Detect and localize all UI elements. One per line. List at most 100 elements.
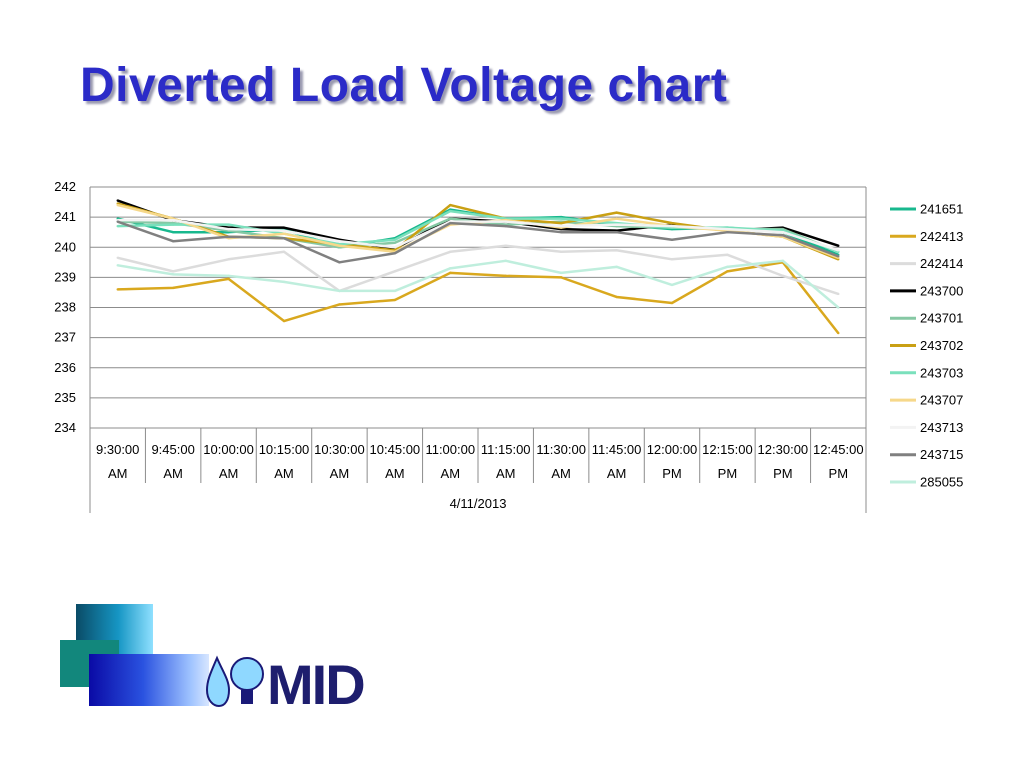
data-point-243702	[449, 203, 452, 207]
legend: 241651 242413 242414 243700 243701 243702 2437…	[890, 202, 963, 490]
series-line-243713	[117, 218, 839, 252]
data-point-242414	[837, 292, 840, 296]
data-point-285055	[670, 283, 674, 287]
data-point-243713	[227, 227, 230, 231]
data-point-243713	[559, 224, 563, 228]
data-point-243713	[282, 229, 286, 232]
data-point-285055	[504, 259, 507, 263]
series-line-243715	[117, 220, 839, 264]
data-point-241651	[171, 230, 175, 234]
data-point-242413	[282, 319, 286, 323]
x-tick-label-time: 10:30:00	[314, 442, 365, 457]
data-point-242413	[837, 331, 840, 335]
data-point-243715	[338, 261, 341, 264]
y-tick-label: 240	[54, 239, 76, 254]
series-line-285055	[117, 259, 840, 309]
data-point-242413	[338, 303, 341, 306]
data-point-243703	[116, 224, 119, 228]
x-tick-label-time: 10:15:00	[259, 442, 310, 457]
data-point-243713	[338, 240, 341, 243]
x-tick-label-time: 9:45:00	[151, 442, 194, 457]
data-point-243703	[559, 217, 563, 220]
data-point-243703	[227, 223, 230, 226]
data-point-243702	[615, 211, 618, 214]
data-point-243703	[449, 209, 452, 213]
legend-label-241651: 241651	[920, 202, 963, 217]
y-tick-label: 241	[54, 209, 76, 224]
x-tick-label-time: 11:00:00	[425, 442, 475, 457]
data-point-243713	[393, 246, 397, 249]
x-tick-label-time: 12:30:00	[758, 442, 809, 457]
y-tick-label: 237	[54, 330, 76, 345]
data-point-242413	[726, 270, 729, 273]
data-point-243715	[282, 237, 286, 240]
data-point-243715	[781, 234, 785, 237]
series-lines	[116, 199, 840, 335]
y-tick-label: 234	[54, 420, 76, 435]
data-point-243713	[726, 227, 729, 231]
data-point-285055	[338, 289, 341, 293]
data-point-242414	[504, 244, 507, 247]
data-point-242414	[227, 258, 230, 261]
x-tick-label-ampm: PM	[718, 466, 738, 481]
x-tick-label-time: 12:00:00	[647, 442, 698, 457]
data-point-243700	[116, 199, 119, 202]
light-bulb-icon	[230, 657, 264, 691]
data-point-285055	[116, 264, 119, 267]
data-point-243713	[615, 223, 618, 226]
x-group-label: 4/11/2013	[450, 496, 507, 511]
data-point-285055	[282, 280, 286, 284]
data-point-243713	[837, 249, 840, 252]
x-tick-label-ampm: AM	[607, 466, 627, 481]
data-point-285055	[393, 289, 397, 293]
legend-label-243707: 243707	[920, 393, 963, 408]
x-tick-label-time: 12:15:00	[702, 442, 753, 457]
legend-label-242413: 242413	[920, 229, 963, 244]
x-tick-label-time: 11:15:00	[481, 442, 531, 457]
data-point-243713	[504, 220, 507, 223]
logo-mark: MID	[205, 653, 366, 708]
x-tick-label-time: 12:45:00	[813, 442, 864, 457]
data-point-243713	[670, 224, 674, 228]
data-point-242413	[227, 277, 230, 281]
data-point-242413	[116, 288, 119, 291]
x-tick-label-ampm: AM	[163, 466, 183, 481]
data-point-243715	[504, 224, 507, 228]
data-point-243701	[449, 217, 452, 220]
data-point-243707	[282, 232, 286, 235]
data-point-243703	[393, 238, 397, 241]
slide-title: Diverted Load Voltage chart	[80, 59, 728, 112]
data-point-243715	[116, 220, 119, 223]
x-tick-label-time: 10:45:00	[370, 442, 421, 457]
legend-label-243713: 243713	[920, 420, 963, 435]
x-tick-label-time: 11:45:00	[592, 442, 642, 457]
data-point-242413	[504, 274, 507, 278]
data-point-242413	[171, 286, 175, 290]
data-point-243715	[449, 221, 452, 225]
data-point-242413	[449, 271, 452, 275]
x-tick-label-ampm: AM	[274, 466, 294, 481]
data-point-243715	[837, 255, 840, 258]
data-point-242413	[615, 295, 618, 299]
data-point-243707	[615, 217, 618, 220]
x-tick-label-ampm: AM	[330, 466, 350, 481]
logo-gradient-bar	[89, 654, 209, 706]
bulb-base	[241, 690, 253, 704]
data-point-242414	[559, 250, 563, 253]
data-point-243715	[171, 240, 175, 243]
legend-label-243703: 243703	[920, 365, 963, 380]
series-line-242413	[117, 261, 840, 334]
data-point-285055	[559, 271, 563, 275]
data-point-285055	[781, 259, 785, 263]
y-tick-label: 235	[54, 390, 76, 405]
data-point-243703	[171, 223, 175, 226]
data-point-243701	[393, 241, 397, 244]
gridlines	[90, 186, 866, 429]
data-point-285055	[171, 273, 175, 276]
legend-label-243702: 243702	[920, 338, 963, 353]
data-point-243715	[393, 252, 397, 255]
data-point-243715	[559, 230, 563, 234]
x-tick-label-time: 11:30:00	[536, 442, 586, 457]
x-tick-label-ampm: AM	[108, 466, 128, 481]
